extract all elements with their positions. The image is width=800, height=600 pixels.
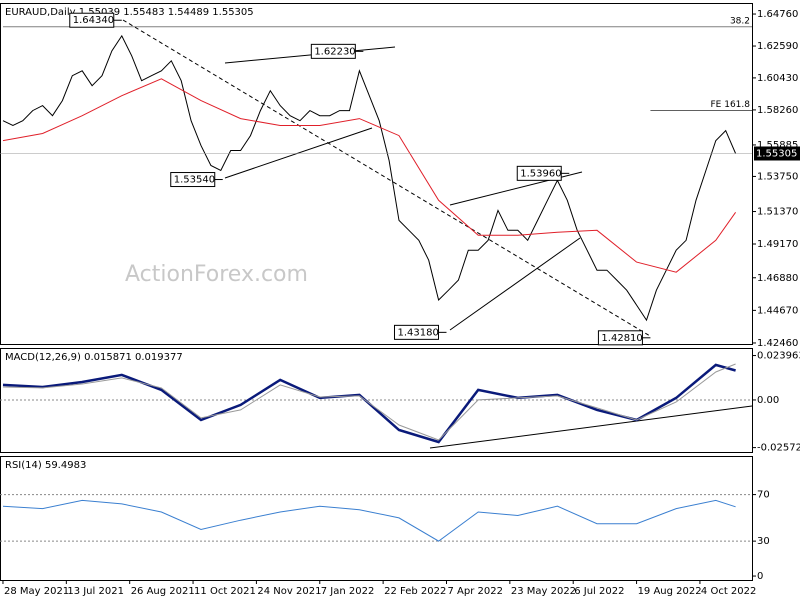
y-tick-label: 0 <box>757 571 763 582</box>
y-tick-label: -0.025726 <box>757 443 800 454</box>
trendline <box>122 19 651 337</box>
y-tick-label: 0.023963 <box>757 351 800 362</box>
x-tick-label: 13 Jul 2021 <box>67 586 124 597</box>
current-price-box <box>754 146 800 161</box>
annotation-label: 1.62230 <box>314 46 355 57</box>
x-tick-label: 23 May 2022 <box>511 586 576 597</box>
x-tick-label: 28 May 2021 <box>4 586 69 597</box>
annotation-box <box>393 324 439 340</box>
trendline <box>224 127 373 179</box>
x-tick-label: 4 Oct 2022 <box>701 586 756 597</box>
y-tick-label: 1.53750 <box>757 171 798 182</box>
annotation-label: 1.42810 <box>601 333 642 344</box>
x-tick-label: 19 Aug 2022 <box>638 586 702 597</box>
annotation-label: 1.53540 <box>174 175 215 186</box>
panel-title: RSI(14) 59.4983 <box>5 460 86 471</box>
trendline <box>429 405 753 449</box>
x-tick-label: 24 Nov 2021 <box>257 586 321 597</box>
trendlines <box>122 19 753 449</box>
x-tick-label: 7 Jan 2022 <box>321 586 375 597</box>
y-tick-label: 1.62590 <box>757 41 798 52</box>
price-frame <box>0 3 753 345</box>
watermark: ActionForex.com <box>125 262 308 287</box>
y-tick-label: 1.49170 <box>757 239 798 250</box>
x-tick-label: 6 Jul 2022 <box>574 586 624 597</box>
y-tick-label: 1.42460 <box>757 338 798 349</box>
macd-frame <box>0 348 753 453</box>
annotation-box <box>69 12 115 28</box>
annotation-label: 1.64340 <box>73 15 114 26</box>
series-line <box>2 34 737 322</box>
trendline <box>224 46 396 64</box>
x-tick-label: 26 Aug 2021 <box>131 586 195 597</box>
x-tick-label: 22 Feb 2022 <box>384 586 446 597</box>
x-tick-label: 7 Apr 2022 <box>447 586 502 597</box>
y-tick-label: 1.58260 <box>757 105 798 116</box>
level-label: FE 161.8 <box>711 100 751 110</box>
series-line <box>2 363 736 441</box>
y-tick-label: 1.44670 <box>757 305 798 316</box>
annotation-box <box>597 330 643 346</box>
series-line <box>2 78 737 273</box>
annotation-label: 1.43180 <box>397 327 438 338</box>
rsi-frame <box>0 456 753 581</box>
y-tick-label: 1.46880 <box>757 273 798 284</box>
y-tick-label: 1.55885 <box>757 140 798 151</box>
series-line <box>2 499 736 542</box>
annotation-label: 1.53960 <box>520 168 561 179</box>
current-price-label: 1.55305 <box>756 148 797 159</box>
level-label: 38.2 <box>730 16 750 26</box>
y-tick-label: 30 <box>757 536 770 547</box>
annotation-box <box>516 165 562 181</box>
y-tick-label: 70 <box>757 490 770 501</box>
y-tick-label: 1.60430 <box>757 73 798 84</box>
y-tick-label: 1.51370 <box>757 207 798 218</box>
x-tick-label: 11 Oct 2021 <box>194 586 256 597</box>
annotation-box <box>310 43 356 59</box>
panel-title: MACD(12,26,9) 0.015871 0.019377 <box>5 352 183 363</box>
y-tick-label: 0.00 <box>757 395 779 406</box>
annotation-box <box>170 172 216 188</box>
trendline <box>449 237 581 331</box>
chart-title: EURAUD,Daily 1.55039 1.55483 1.54489 1.5… <box>5 7 254 18</box>
y-tick-label: 1.64760 <box>757 9 798 20</box>
